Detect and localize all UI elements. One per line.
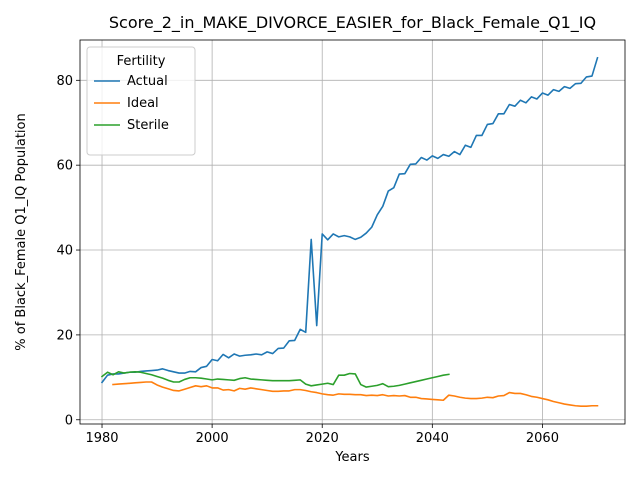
- y-tick-label: 20: [56, 328, 73, 343]
- legend-items: Actual Ideal Sterile: [94, 74, 169, 133]
- x-tick-label: 2040: [416, 431, 449, 446]
- series-line-ideal: [112, 381, 599, 407]
- x-tick-label: 2020: [306, 431, 339, 446]
- legend-title: Fertility: [117, 54, 166, 69]
- x-tick-label: 2000: [196, 431, 229, 446]
- y-tick-label: 60: [56, 159, 73, 174]
- series-line-actual: [100, 56, 599, 384]
- legend-box: [86, 46, 196, 156]
- y-tick-label: 80: [56, 74, 73, 89]
- x-axis-label: Years: [334, 450, 370, 465]
- x-tick-label: 2060: [526, 431, 559, 446]
- legend-label-actual: Actual: [127, 74, 168, 89]
- gridlines: [80, 40, 625, 424]
- y-axis-label: % of Black_Female Q1_IQ Population: [14, 113, 29, 350]
- series-line-sterile: [100, 371, 450, 388]
- y-tick-label: 40: [56, 244, 73, 259]
- plot-frame: [79, 39, 626, 425]
- chart-title: Score_2_in_MAKE_DIVORCE_EASIER_for_Black…: [109, 13, 596, 33]
- legend-label-sterile: Sterile: [127, 118, 169, 133]
- legend-label-ideal: Ideal: [127, 96, 159, 111]
- series-lines: [100, 56, 599, 407]
- legend: Fertility Actual Ideal Sterile: [86, 46, 196, 156]
- x-tick-label: 1980: [85, 431, 118, 446]
- y-tick-label: 0: [65, 413, 73, 428]
